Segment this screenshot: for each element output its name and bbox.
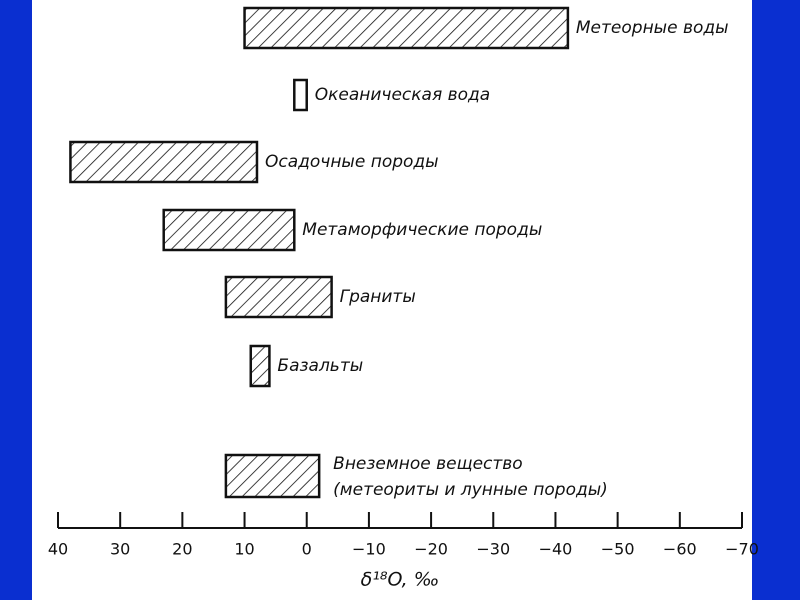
- category-label: Граниты: [340, 287, 416, 307]
- bar: [69, 140, 259, 184]
- bar: [224, 275, 333, 319]
- category-label: Метаморфические породы: [302, 220, 542, 240]
- x-tick-label: 30: [110, 540, 130, 559]
- category-label: Океаническая вода: [315, 85, 490, 105]
- category-label: Базальты: [277, 356, 363, 376]
- x-tick-label: 40: [48, 540, 68, 559]
- bar: [243, 6, 570, 50]
- x-tick-label: 0: [302, 540, 312, 559]
- x-axis-label: δ¹⁸O, ‰: [361, 569, 440, 591]
- category-label: Метеорные воды: [576, 18, 729, 38]
- category-label: Внеземное вещество: [333, 454, 523, 474]
- x-tick-label: −70: [725, 540, 759, 559]
- bar: [293, 78, 308, 112]
- x-tick-label: −60: [663, 540, 697, 559]
- x-tick-label: −10: [352, 540, 386, 559]
- x-tick-label: −40: [539, 540, 573, 559]
- x-tick-label: −20: [414, 540, 448, 559]
- x-tick-label: −30: [476, 540, 510, 559]
- bar: [249, 344, 271, 388]
- category-label: Осадочные породы: [265, 152, 439, 172]
- x-tick-label: −50: [601, 540, 635, 559]
- bar: [224, 453, 321, 499]
- panel: [32, 0, 752, 600]
- x-tick-label: 10: [234, 540, 254, 559]
- bar: [162, 208, 296, 252]
- category-label: (метеориты и лунные породы): [333, 480, 608, 500]
- x-tick-label: 20: [172, 540, 192, 559]
